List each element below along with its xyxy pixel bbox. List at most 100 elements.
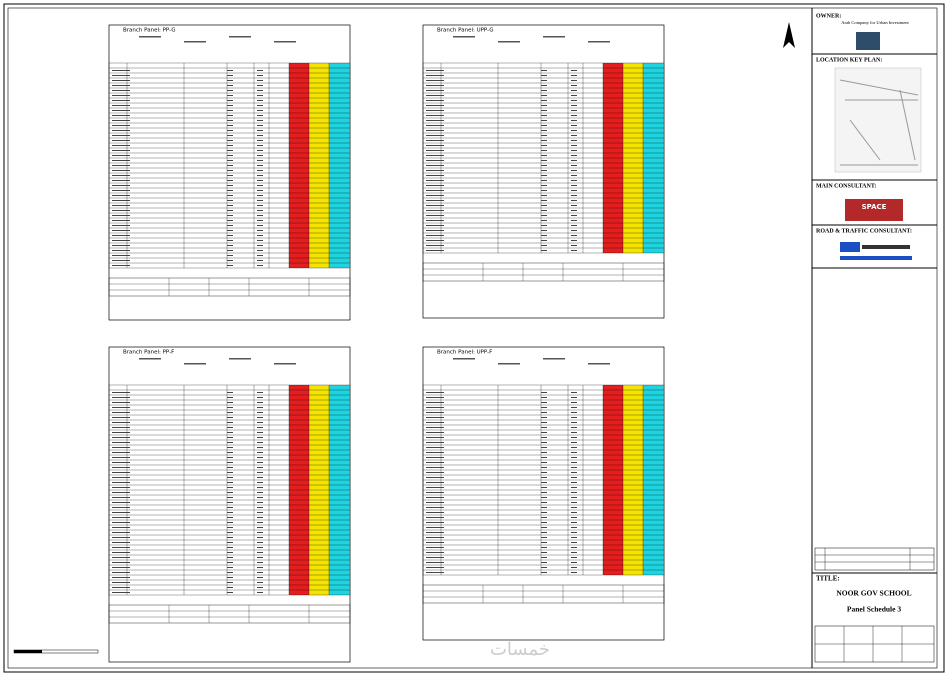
cell-text (541, 240, 547, 241)
panel-title: Branch Panel: UPP-F (437, 350, 492, 356)
cell-text (571, 407, 577, 408)
cell-text (571, 457, 577, 458)
cell-text (426, 427, 444, 428)
cell-text (541, 120, 547, 121)
cell-text (112, 482, 130, 483)
cell-text (571, 452, 577, 453)
cell-text (227, 175, 233, 176)
cell-text (112, 80, 130, 81)
cell-text (426, 502, 444, 503)
cell-text (112, 85, 130, 86)
consultant-logo-text: SPACE (862, 203, 887, 211)
cell-text (227, 392, 233, 393)
cell-text (571, 567, 577, 568)
cell-text (112, 195, 130, 196)
cell-text (227, 185, 233, 186)
cell-text (541, 175, 547, 176)
cell-text (571, 90, 577, 91)
cell-text (227, 462, 233, 463)
cell-text (571, 175, 577, 176)
cell-text (257, 432, 263, 433)
cell-text (257, 205, 263, 206)
cell-text (571, 462, 577, 463)
cell-text (571, 517, 577, 518)
cell-text (541, 467, 547, 468)
cell-text (571, 402, 577, 403)
cell-text (571, 472, 577, 473)
cell-text (571, 447, 577, 448)
cell-text (426, 482, 444, 483)
cell-text (257, 235, 263, 236)
cell-text (541, 507, 547, 508)
cell-text (541, 557, 547, 558)
cell-text (227, 432, 233, 433)
cell-text (112, 437, 130, 438)
panel-title: Branch Panel: UPP-G (437, 28, 494, 34)
cell-text (426, 100, 444, 101)
cell-text (227, 572, 233, 573)
cell-text (227, 200, 233, 201)
cell-text (426, 220, 444, 221)
cell-text (571, 507, 577, 508)
cell-text (227, 592, 233, 593)
cell-text (571, 140, 577, 141)
panel-schedule: Branch Panel: PP-F (108, 346, 351, 663)
summary-table (422, 584, 665, 604)
cell-text (227, 95, 233, 96)
cell-text (112, 180, 130, 181)
cell-text (426, 467, 444, 468)
cell-text (426, 527, 444, 528)
cell-text (112, 557, 130, 558)
cell-text (541, 422, 547, 423)
owner-logo (856, 32, 880, 50)
cell-text (227, 155, 233, 156)
cell-text (541, 210, 547, 211)
cell-text (227, 205, 233, 206)
cell-text (541, 447, 547, 448)
cell-text (541, 412, 547, 413)
cell-text (257, 240, 263, 241)
header-text (139, 358, 161, 360)
cell-text (227, 90, 233, 91)
cell-text (112, 200, 130, 201)
cell-text (227, 407, 233, 408)
cell-text (227, 447, 233, 448)
cell-text (571, 75, 577, 76)
header-text (498, 41, 520, 43)
cell-text (257, 155, 263, 156)
cell-text (571, 165, 577, 166)
cell-text (227, 442, 233, 443)
cell-text (426, 572, 444, 573)
cell-text (426, 562, 444, 563)
cell-text (227, 452, 233, 453)
key-plan-lines (839, 79, 919, 166)
cell-text (112, 472, 130, 473)
cell-text (227, 507, 233, 508)
cell-text (257, 392, 263, 393)
cell-text (541, 155, 547, 156)
cell-text (426, 487, 444, 488)
cell-text (541, 245, 547, 246)
cell-text (426, 437, 444, 438)
cell-text (571, 437, 577, 438)
cell-text (112, 457, 130, 458)
traffic-logo-subtext (840, 256, 912, 260)
cell-text (426, 567, 444, 568)
cell-text (571, 120, 577, 121)
panel-schedule: Branch Panel: PP-G (108, 24, 351, 321)
cell-text (426, 90, 444, 91)
cell-text (227, 225, 233, 226)
cell-text (571, 80, 577, 81)
cell-text (257, 482, 263, 483)
cell-text (541, 572, 547, 573)
cell-text (571, 532, 577, 533)
cell-text (257, 467, 263, 468)
cell-text (541, 250, 547, 251)
cell-text (426, 195, 444, 196)
cell-text (112, 407, 130, 408)
cell-text (257, 150, 263, 151)
cell-text (112, 220, 130, 221)
cell-text (227, 547, 233, 548)
cell-text (112, 125, 130, 126)
cell-text (571, 542, 577, 543)
